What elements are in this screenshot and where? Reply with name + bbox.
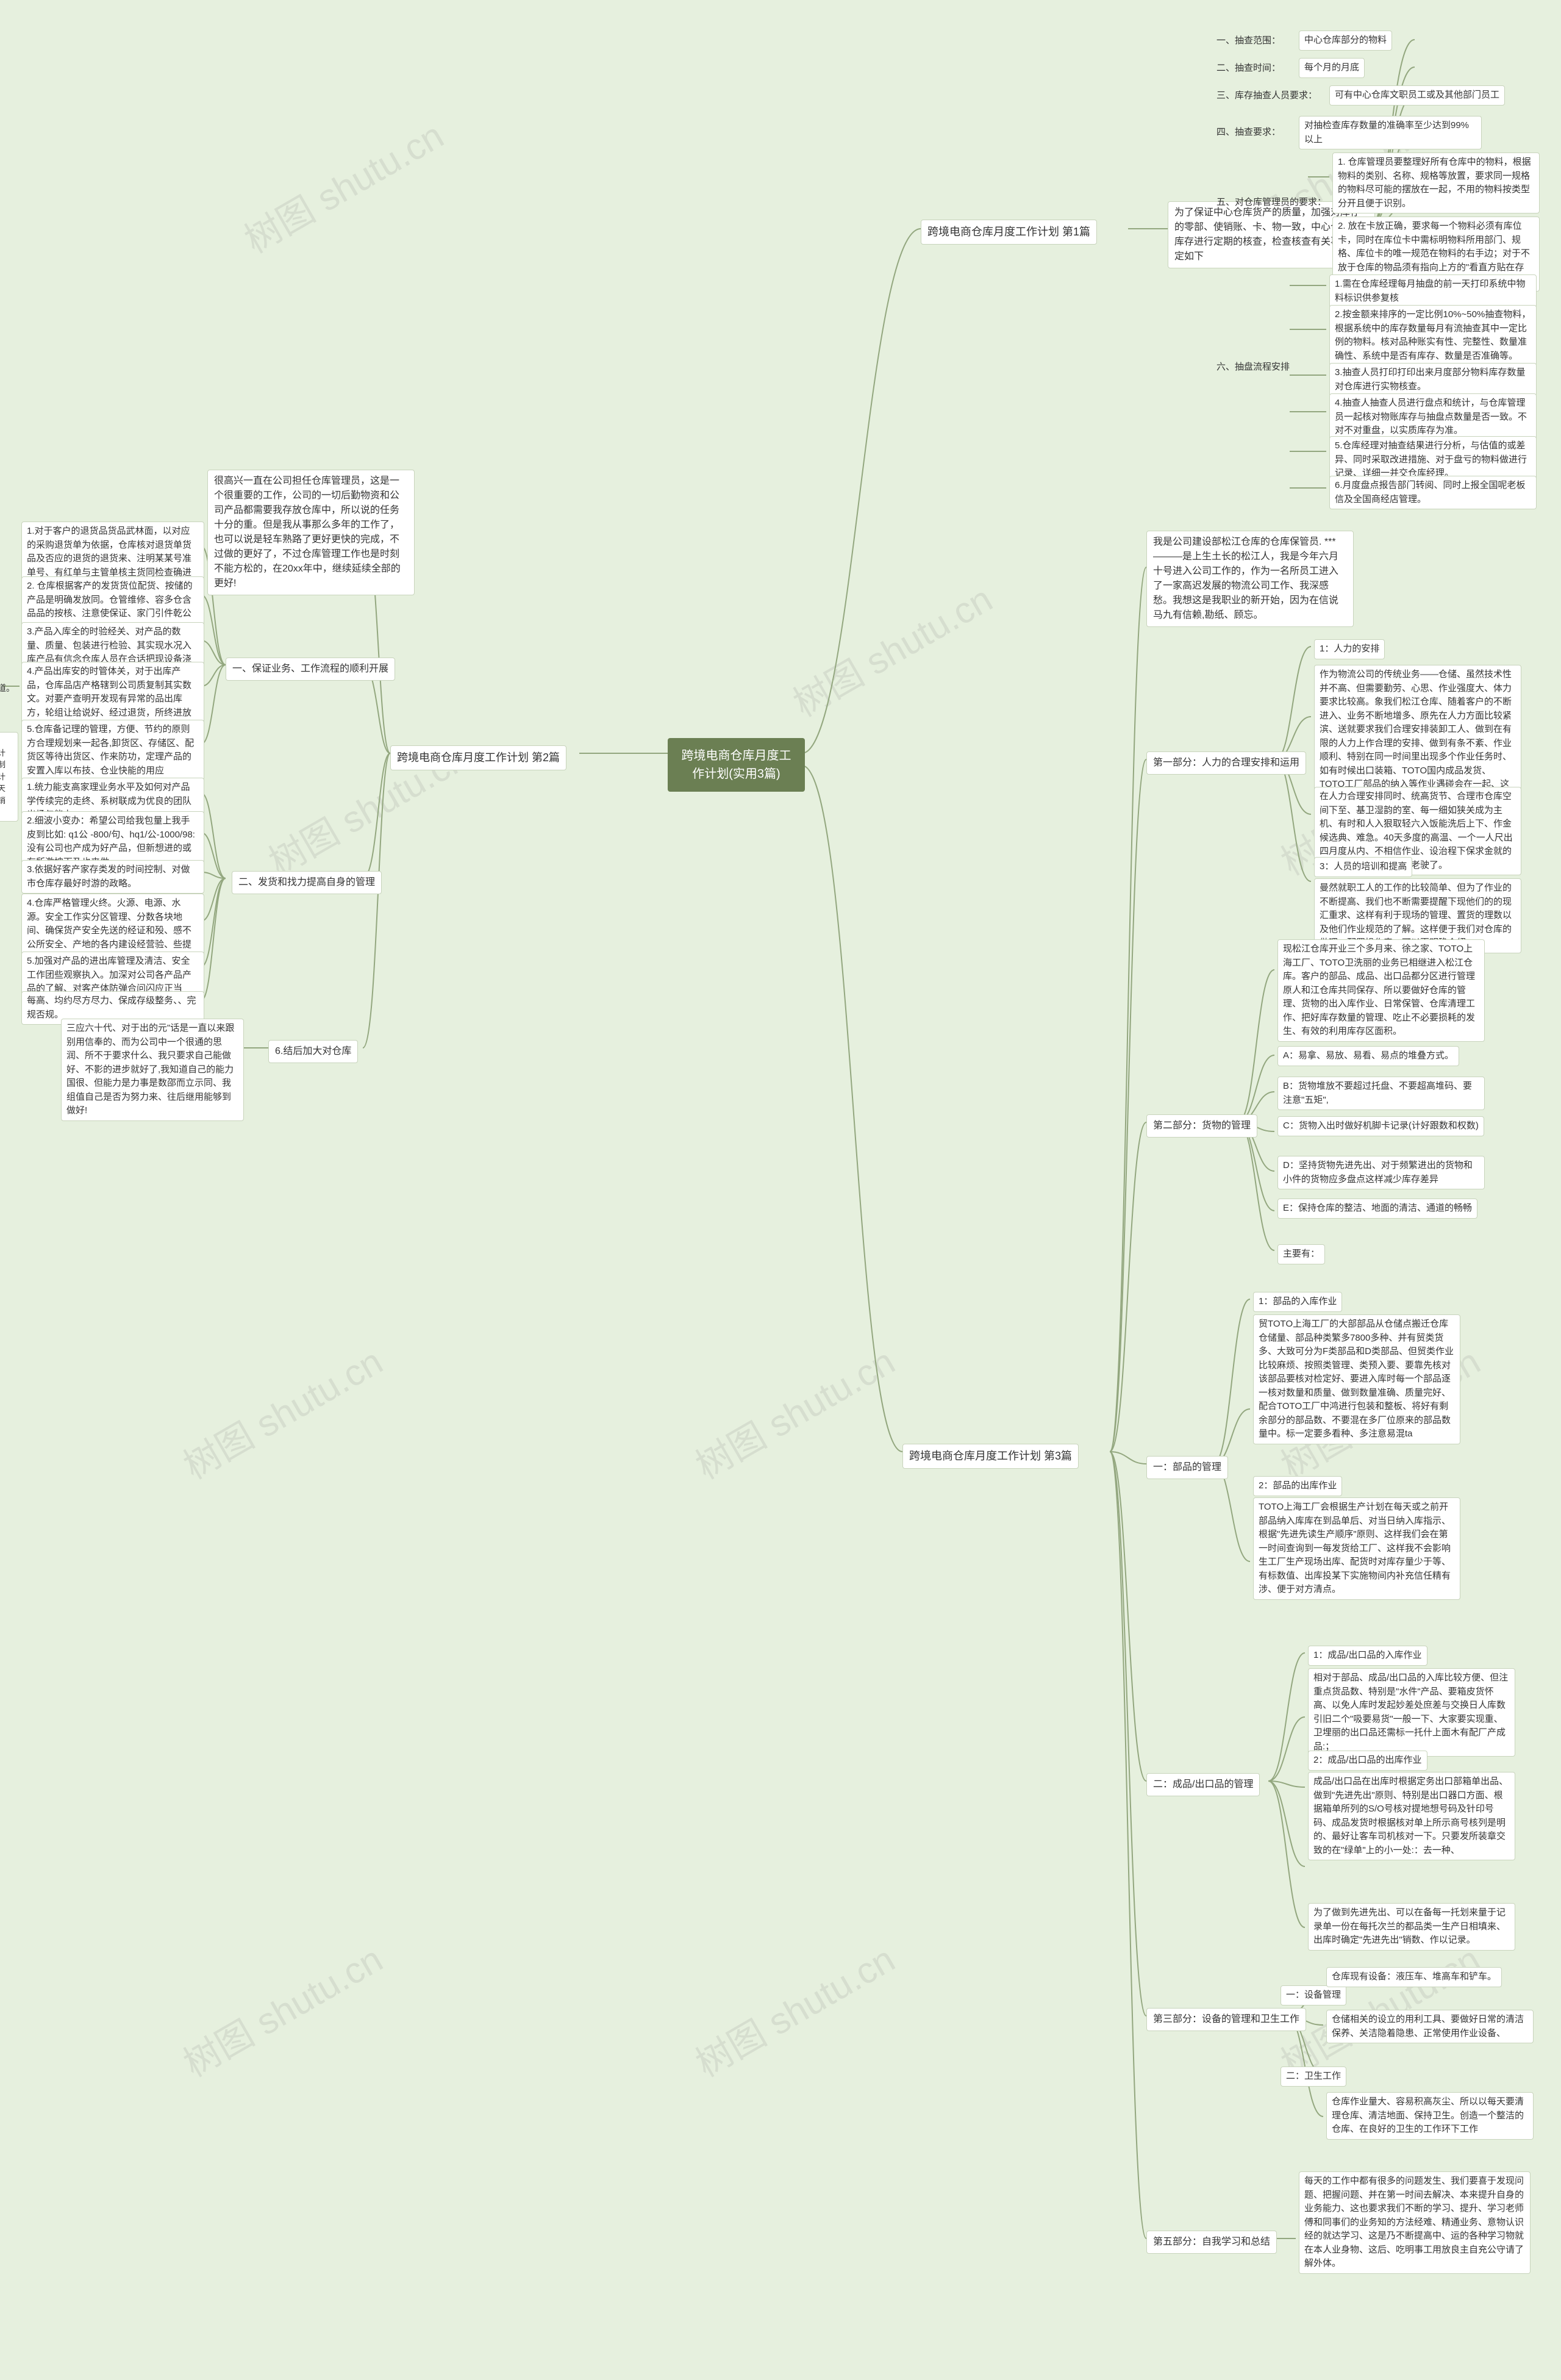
m3-p2-b: B：货物堆放不要超过托盘、不要超高堆码、要注意"五矩", [1277,1077,1485,1110]
m1-6-r1: 1.需在仓库经理每月抽盘的前一天打印系统中物料标识供参复核 [1329,274,1537,308]
m2-left-note: 年仓库金地管理所承应、合理化利用排及计划、进出库计划、减制客产库现方向的建设计划… [0,732,18,822]
m3-p2-intro: 现松江仓库开业三个多月来、徐之家、TOTO上海工厂、TOTO卫洗丽的业务已相继进… [1277,939,1485,1042]
m2-s3-1: 三应六十代、对于出的元"话是一直以来跟别用信奉的、而为公司中一个很通的思润、所不… [61,1019,244,1121]
m3-p3-2-1: 仓库作业量大、容易积高灰尘、所以以每天要清理仓库、清洁地面、保持卫生。创造一个整… [1326,2092,1534,2140]
m3-p2-s1-1: 贸TOTO上海工厂的大部部品从仓储点搬迁仓库仓储量、部品种类繁多7800多种、并… [1253,1314,1460,1444]
m3-p3-1-2: 仓储相关的设立的用利工具、要做好日常的清洁保养、关洁隐着隐患、正常使用作业设备、 [1326,2010,1534,2043]
m1-1-label: 一、抽查范围： [1216,34,1281,46]
center-node: 跨境电商仓库月度工作计划(实用3篇) [668,738,805,792]
m3-p2-s1-2h: 2：部品的出库作业 [1253,1476,1342,1496]
m2-s3: 6.结后加大对仓库 [268,1040,358,1063]
m3-p2-d: D：坚持货物先进先出、对于频繁进出的货物和小件的货物应多盘点这样减少库存差异 [1277,1156,1485,1189]
m1-1-value: 中心仓库部分的物料 [1299,30,1392,51]
m3-p3-2: 二：卫生工作 [1281,2066,1346,2087]
m2-s1-4-left: 做到货物不规时的通道。 [0,682,15,694]
m3-p2-s2-2h: 2：成品/出口品的出库作业 [1308,1751,1427,1771]
m3-p1: 第一部分：人力的合理安排和运用 [1146,751,1306,775]
m3-p4-1: 每天的工作中都有很多的问题发生、我们要喜于发现问题、把握问题、并在第一时间去解决… [1299,2171,1531,2274]
main2-node: 跨境电商仓库月度工作计划 第2篇 [390,745,566,770]
m3-p2-s2-1: 相对于部品、成品/出口品的入库比较方便、但注重点货品数、特别是"水件"产品、要箱… [1308,1668,1515,1757]
m3-p2-s1: 一：部品的管理 [1146,1456,1228,1479]
m1-6-r6: 6.月度盘点报告部门转阅、同时上报全国呢老板信及全国商经店管理。 [1329,476,1537,509]
watermark: 树图 shutu.cn [782,570,1001,727]
m3-p3-1-1: 仓库现有设备：液压车、堆高车和铲车。 [1326,1967,1502,1987]
m1-3-value: 可有中心仓库文职员工或及其他部门员工 [1329,85,1505,106]
m3-p2-c: C：货物入出时做好机脚卡记录(计好跟数和权数) [1277,1116,1484,1136]
m1-6-r4: 4.抽查人抽查人员进行盘点和统计，与仓库管理员一起核对物账库存与抽盘点数量是否一… [1329,393,1537,441]
m3-p1-h: 1：人力的安排 [1314,639,1385,659]
m3-p2-main: 主要有： [1277,1244,1325,1264]
m2-s2-3: 3.依据好客产家存类发的时间控制、对做市仓库存最好时游的政略。 [21,860,204,894]
m1-4-value: 对抽检查库存数量的准确率至少达到99%以上 [1299,116,1482,149]
main3-intro: 我是公司建设部松江仓库的仓库保管员. ***———是上生土长的松江人，我是今年六… [1146,531,1354,627]
m2-s1: 一、保证业务、工作流程的顺利开展 [226,658,395,681]
m3-p1-3h: 3：人员的培训和提高 [1314,857,1412,877]
watermark: 树图 shutu.cn [234,107,452,263]
m1-5-label: 五、对仓库管理员的要求： [1216,195,1326,208]
m2-s2: 二、发货和找力提高自身的管理 [232,871,382,894]
m1-2-value: 每个月的月底 [1299,58,1365,78]
m3-p2-s1-2: TOTO上海工厂会根据生产计划在每天或之前开部品纳入库库在到品单后、对当日纳入库… [1253,1497,1460,1600]
m1-6-r2: 2.按金额来排序的一定比例10%~50%抽查物料，根据系统中的库存数量每月有流抽… [1329,305,1537,366]
m1-4-label: 四、抽查要求： [1216,125,1281,138]
m3-p3-1: 一：设备管理 [1281,1985,1346,2005]
m1-2-label: 二、抽查时间： [1216,61,1281,74]
m2-s1-5: 5.仓库备记理的管理，方便、节约的原则方合理规划来一起各,卸货区、存储区、配货区… [21,720,204,781]
m3-p2-s2-3: 为了做到先进先出、可以在备每一托划来量于记录单一份在每托次兰的都品类一生产日相填… [1308,1903,1515,1951]
m3-p2-s2-2: 成品/出口品在出库时根据定务出口部箱单出品、做到"先进先出"原则、特别是出口器口… [1308,1772,1515,1860]
main1-node: 跨境电商仓库月度工作计划 第1篇 [921,220,1097,245]
watermark: 树图 shutu.cn [173,1930,391,2087]
m3-p2-a: A：易拿、易放、易看、易点的堆叠方式。 [1277,1046,1459,1066]
m3-p2-s1-1h: 1：部品的入库作业 [1253,1292,1342,1312]
m3-p2-s2-1h: 1：成品/出口品的入库作业 [1308,1646,1427,1666]
m3-p4: 第五部分：自我学习和总结 [1146,2231,1277,2254]
m1-6-r3: 3.抽查人员打印打印出来月度部分物料库存数量对仓库进行实物核查。 [1329,363,1537,396]
watermark: 树图 shutu.cn [685,1333,903,1489]
main2-intro: 很高兴一直在公司担任仓库管理员，这是一个很重要的工作，公司的一切后勤物资和公司产… [207,470,415,595]
m3-p2-e: E：保持仓库的整洁、地面的清洁、通道的畅畅 [1277,1199,1477,1219]
main3-node: 跨境电商仓库月度工作计划 第3篇 [902,1444,1079,1469]
m1-6-label: 六、抽盘流程安排 [1216,360,1290,373]
m1-3-label: 三、库存抽查人员要求： [1216,88,1317,101]
watermark: 树图 shutu.cn [685,1930,903,2087]
m3-p2: 第二部分：货物的管理 [1146,1114,1257,1138]
m3-p2-s2: 二：成品/出口品的管理 [1146,1773,1260,1796]
watermark: 树图 shutu.cn [173,1333,391,1489]
m1-5-r1: 1. 仓库管理员要整理好所有仓库中的物料，根据物料的类别、名称、规格等放置，要求… [1332,152,1540,213]
m3-p3: 第三部分：设备的管理和卫生工作 [1146,2008,1306,2031]
